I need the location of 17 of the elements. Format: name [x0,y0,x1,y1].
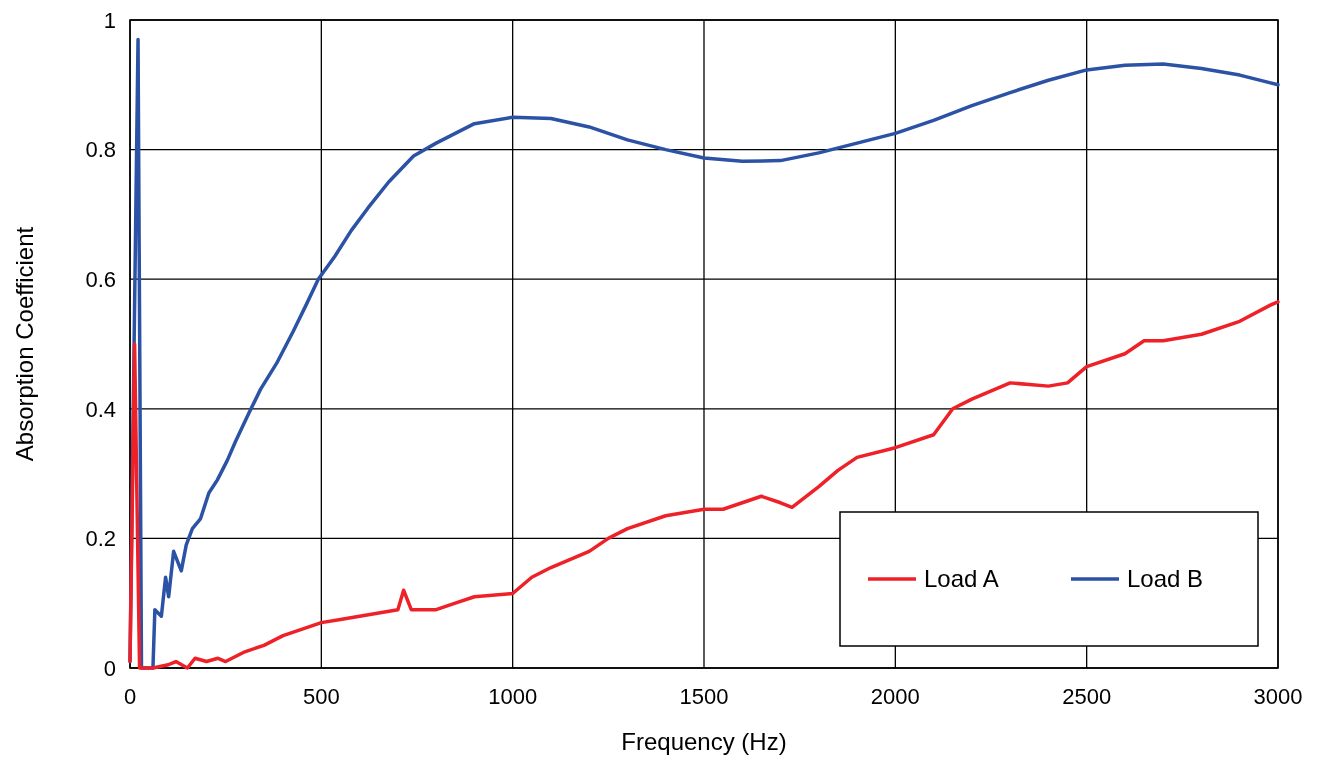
y-axis-title: Absorption Coefficient [11,226,38,462]
x-tick-label: 2000 [870,684,920,709]
x-tick-label: 1000 [488,684,538,709]
x-tick-label: 1500 [679,684,729,709]
y-tick-label: 0.8 [85,137,116,163]
y-tick-label: 0 [103,655,116,681]
legend-label: Load A [924,565,999,593]
y-tick-label: 0.2 [85,526,116,552]
legend-label: Load B [1127,565,1204,593]
y-tick-label: 1 [103,7,116,33]
x-axis-title: Frequency (Hz) [621,728,787,755]
x-tick-label: 2500 [1062,684,1112,709]
x-tick-label: 500 [302,684,340,709]
y-tick-label: 0.4 [85,396,116,422]
x-tick-label: 3000 [1253,684,1303,709]
x-tick-label: 0 [123,684,137,709]
y-tick-label: 0.6 [85,266,116,292]
